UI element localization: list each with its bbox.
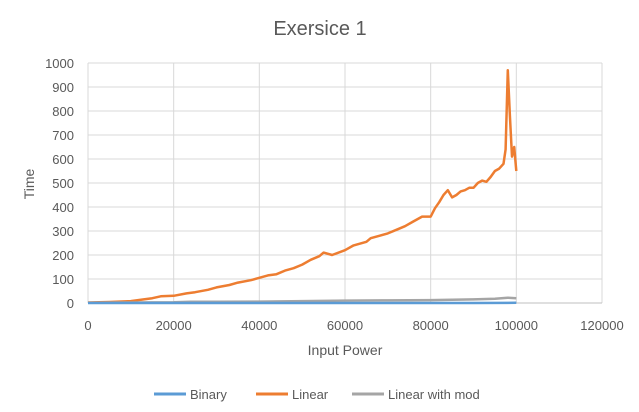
y-tick-label: 400 <box>52 200 74 215</box>
x-tick-label: 40000 <box>241 318 277 333</box>
x-axis-label: Input Power <box>308 342 383 358</box>
y-tick-label: 800 <box>52 104 74 119</box>
y-tick-label: 900 <box>52 80 74 95</box>
y-tick-label: 0 <box>67 296 74 311</box>
x-tick-label: 120000 <box>580 318 623 333</box>
series-lines <box>87 68 518 305</box>
gridlines <box>87 62 603 304</box>
series-line-linear <box>87 68 518 304</box>
x-tick-label: 80000 <box>413 318 449 333</box>
y-tick-label: 500 <box>52 176 74 191</box>
y-tick-label: 300 <box>52 224 74 239</box>
y-tick-label: 200 <box>52 248 74 263</box>
chart-title: Exersice 1 <box>273 18 366 40</box>
y-axis-label: Time <box>21 168 37 199</box>
y-axis-ticks: 0 100 200 300 400 500 600 700 800 900 1000 <box>45 56 74 311</box>
legend-label: Linear <box>292 387 329 402</box>
legend-label: Linear with mod <box>388 387 480 402</box>
x-tick-label: 0 <box>84 318 91 333</box>
y-tick-label: 1000 <box>45 56 74 71</box>
legend: Binary Linear Linear with mod <box>154 387 480 402</box>
y-tick-label: 600 <box>52 152 74 167</box>
y-tick-label: 700 <box>52 128 74 143</box>
x-tick-label: 100000 <box>495 318 538 333</box>
x-tick-label: 60000 <box>327 318 363 333</box>
x-tick-label: 20000 <box>156 318 192 333</box>
legend-label: Binary <box>190 387 227 402</box>
y-tick-label: 100 <box>52 272 74 287</box>
x-axis-ticks: 0 20000 40000 60000 80000 100000 120000 <box>84 318 623 333</box>
